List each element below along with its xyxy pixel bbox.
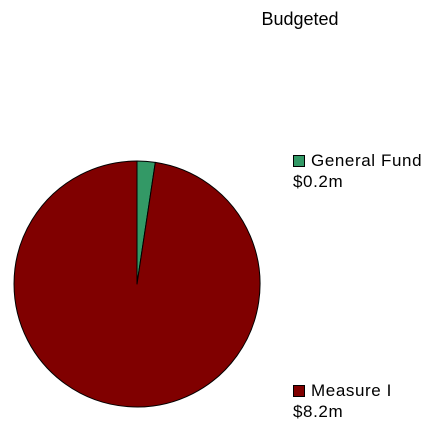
chart-title: Budgeted <box>261 9 339 29</box>
legend-swatch-general-fund <box>293 154 305 167</box>
legend-entry-general-fund: General Fund $0.2m <box>293 150 443 192</box>
legend-entry-measure-i: Measure I $8.2m <box>293 380 443 422</box>
pie-slice-measure-i <box>13 160 261 408</box>
legend-value-general-fund: $0.2m <box>293 172 344 191</box>
legend-value-measure-i: $8.2m <box>293 402 344 421</box>
legend-label-general-fund: General Fund <box>311 151 423 170</box>
legend-swatch-measure-i <box>293 384 305 397</box>
legend-label-measure-i: Measure I <box>311 381 392 400</box>
